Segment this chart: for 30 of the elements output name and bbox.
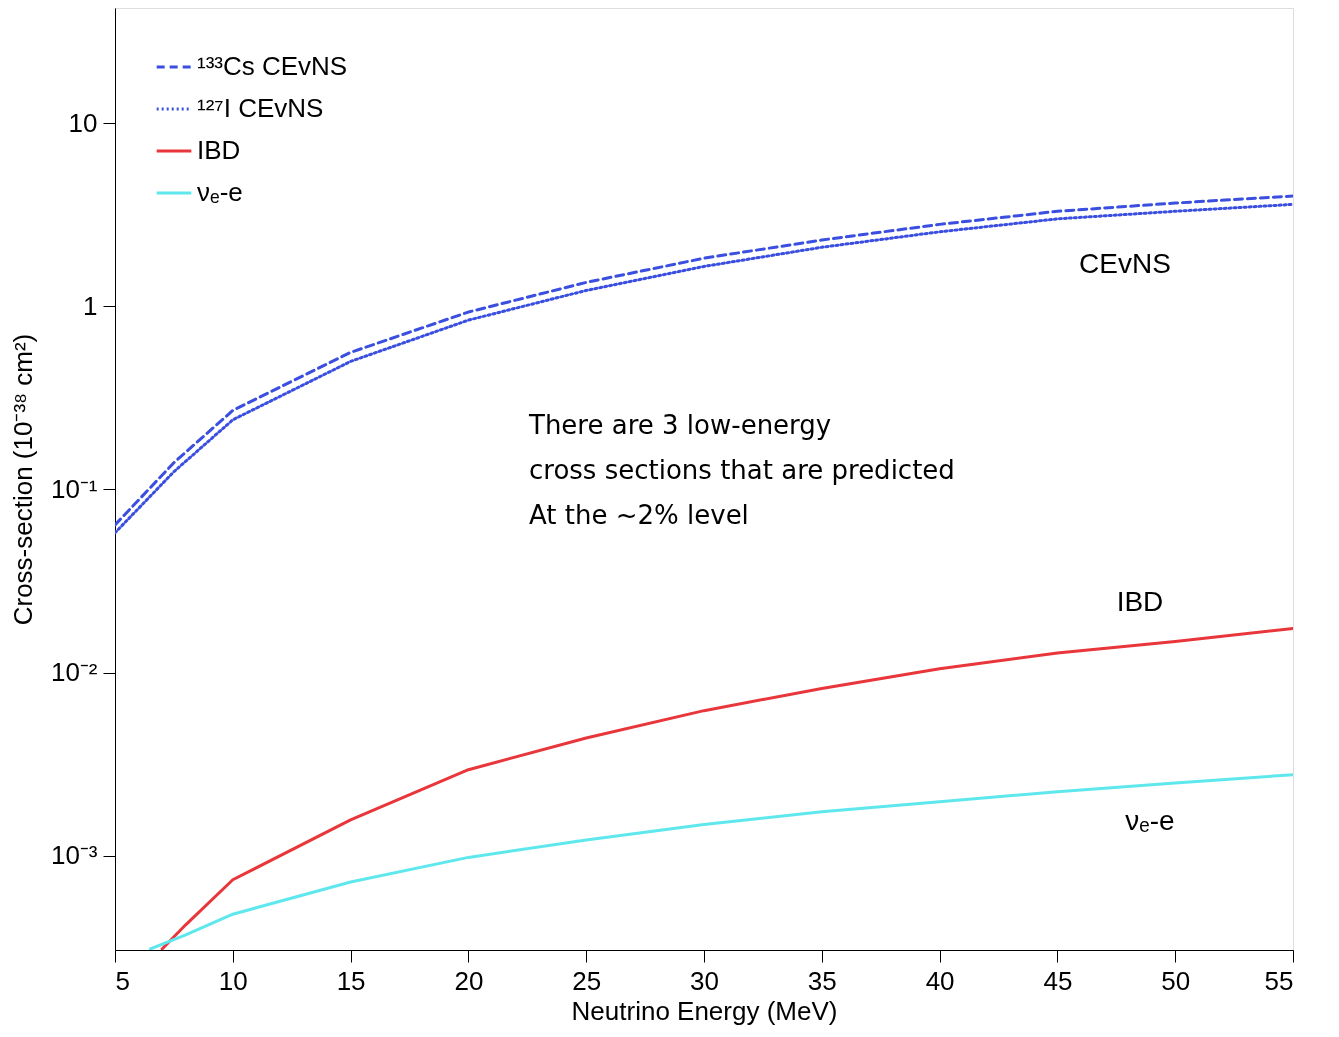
y-tick-label: 10⁻³ [50, 840, 98, 871]
line-series [160, 627, 1293, 950]
x-tick-label: 55 [1264, 965, 1294, 996]
x-tick-label: 10 [218, 965, 248, 996]
legend-label: IBD [197, 135, 241, 165]
y-tick-label: 10⁻¹ [50, 473, 98, 504]
y-tick-label: 10⁻² [50, 657, 98, 688]
annotation: IBD [1116, 586, 1164, 617]
line-series [148, 773, 1293, 950]
y-tick-label: 1 [83, 290, 98, 321]
legend-label: νₑ-e [197, 177, 243, 207]
x-tick-label: 35 [807, 965, 837, 996]
y-axis-title: Cross-section (10⁻³⁸ cm²) [7, 333, 38, 626]
x-tick-label: 45 [1043, 965, 1073, 996]
annotation: There are 3 low-energy [528, 410, 832, 440]
legend-label: ¹³³Cs CEvNS [197, 51, 348, 81]
x-tick-label: 50 [1161, 965, 1191, 996]
annotation: At the ~2% level [529, 500, 749, 530]
y-tick-label: 10 [68, 107, 98, 138]
x-tick-label: 5 [115, 965, 130, 996]
annotation: CEvNS [1079, 248, 1171, 279]
x-tick-label: 15 [336, 965, 366, 996]
x-tick-label: 40 [925, 965, 955, 996]
legend-label: ¹²⁷I CEvNS [197, 93, 324, 123]
annotation: νₑ-e [1125, 805, 1175, 836]
x-tick-label: 20 [454, 965, 484, 996]
x-axis-title: Neutrino Energy (MeV) [571, 995, 838, 1026]
x-tick-label: 25 [572, 965, 602, 996]
annotation: cross sections that are predicted [529, 455, 955, 485]
x-tick-label: 30 [690, 965, 719, 996]
